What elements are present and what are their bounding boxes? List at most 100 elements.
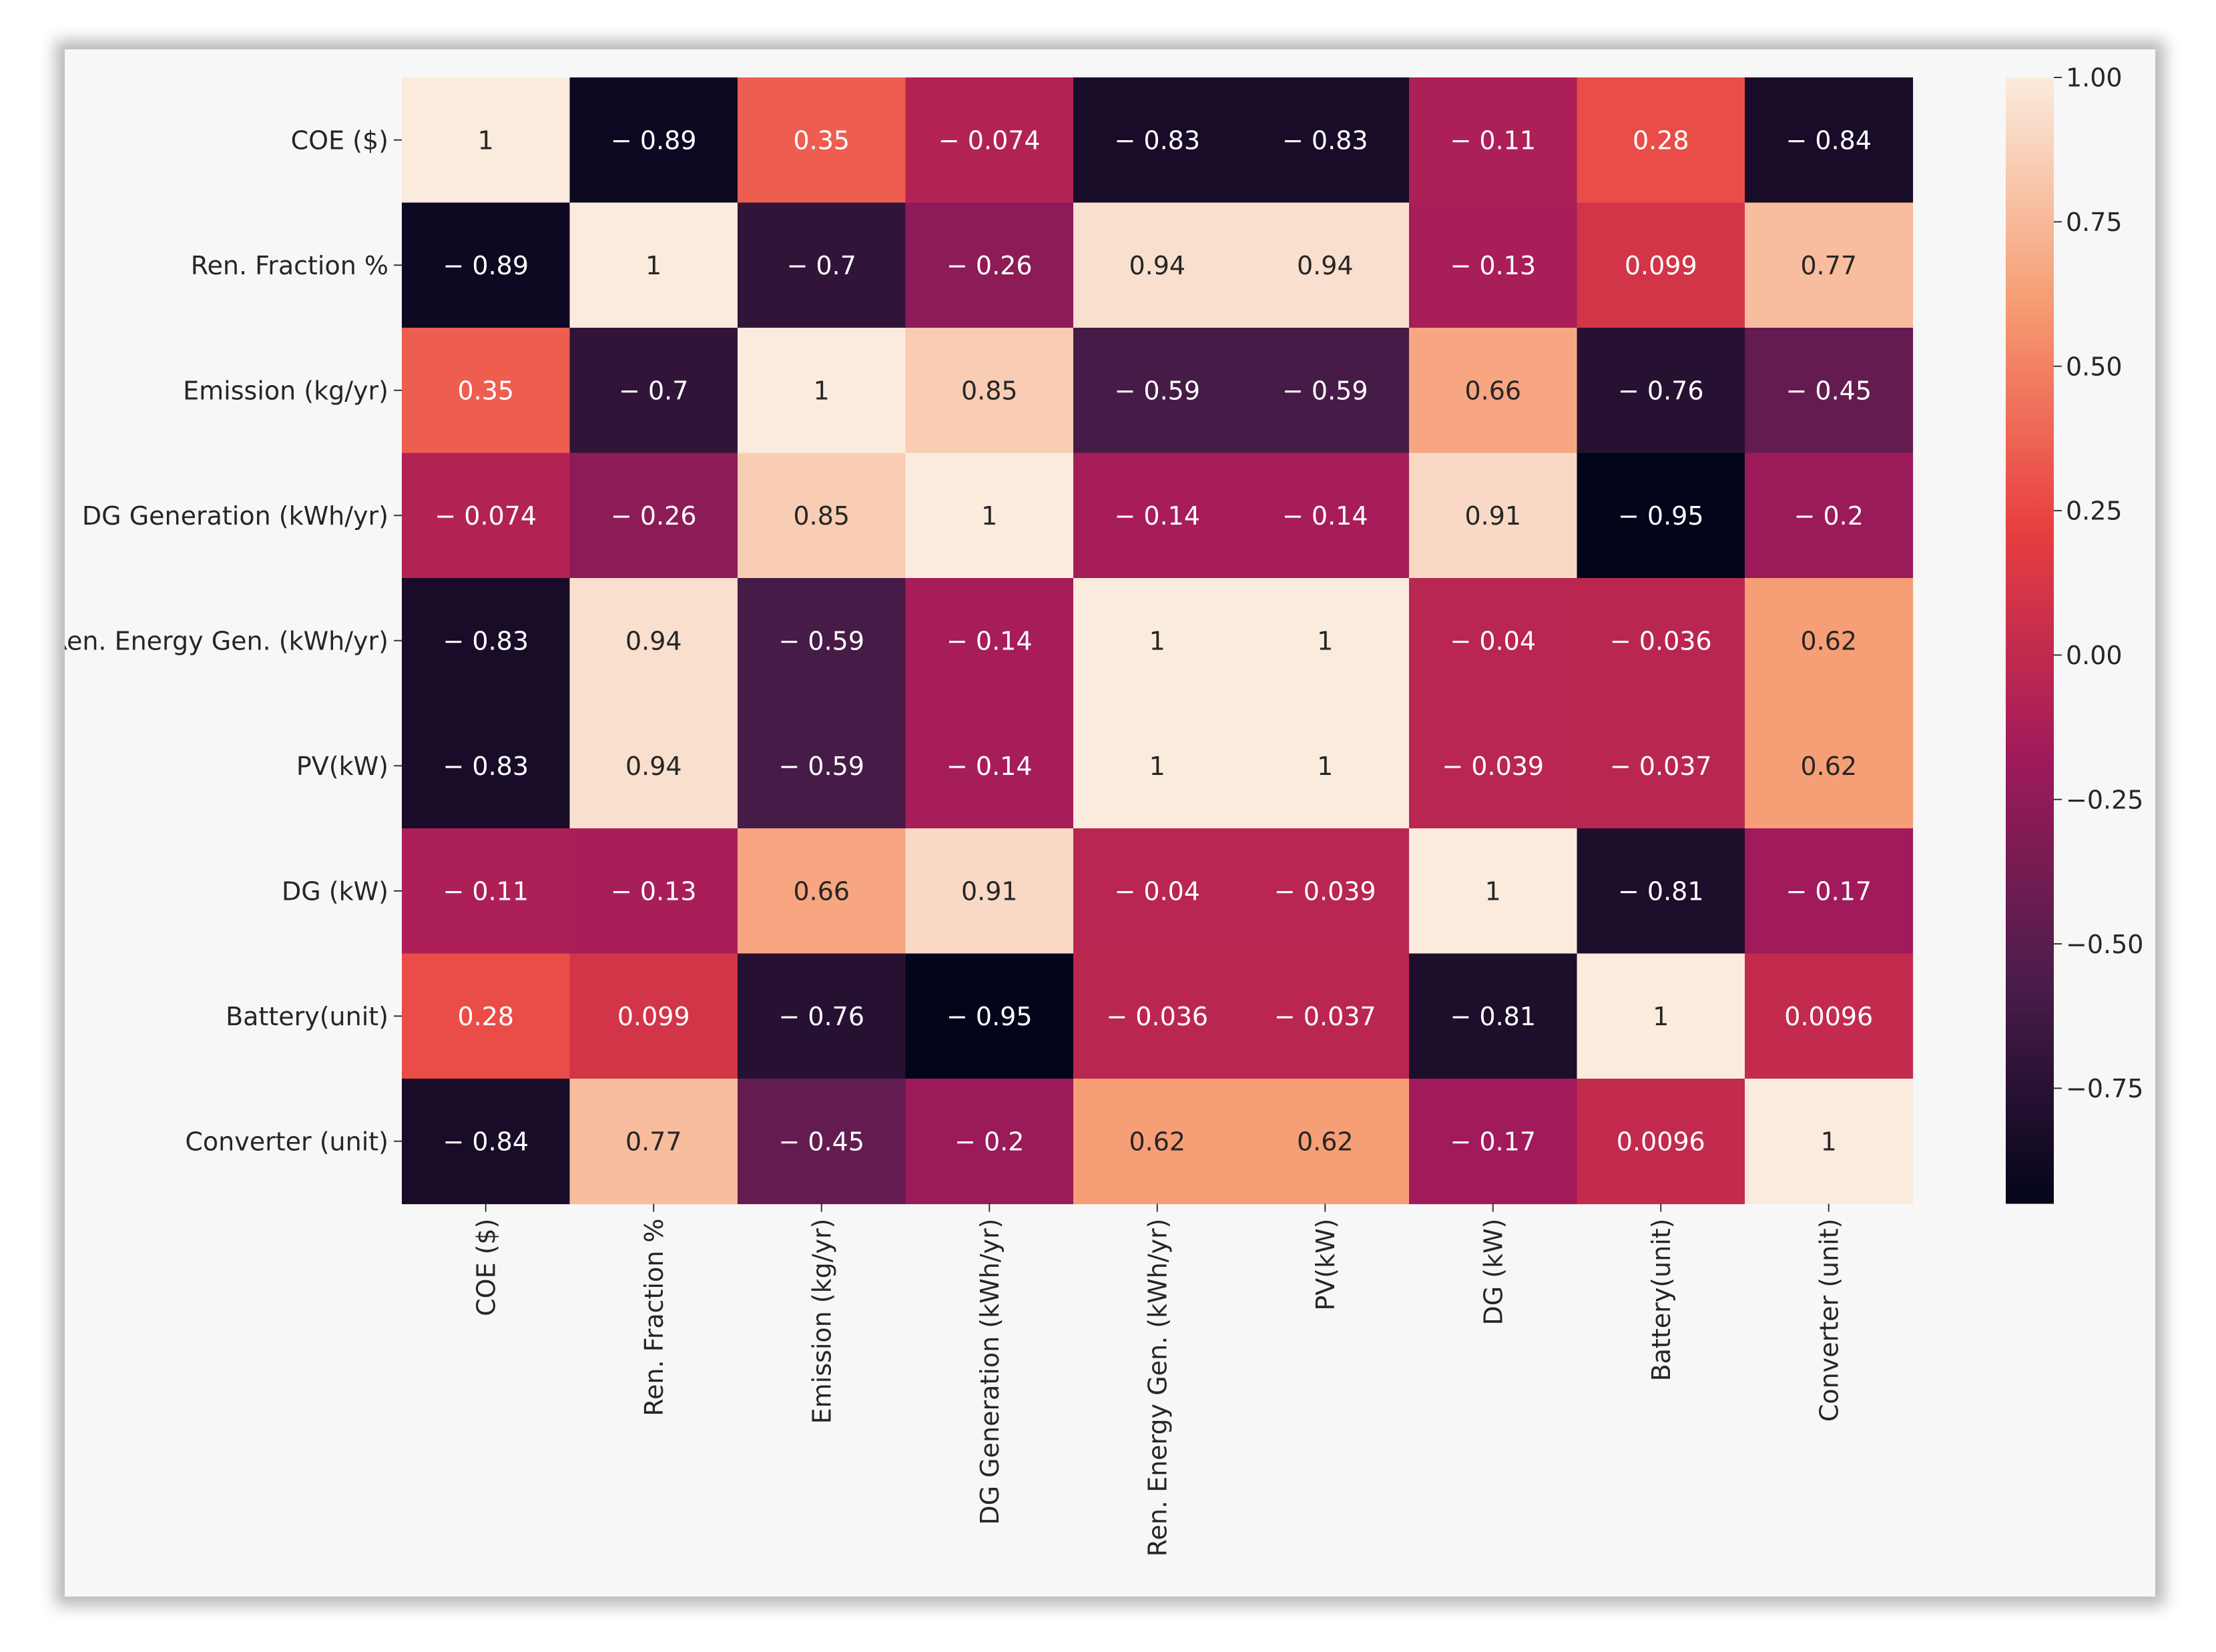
y-tick-label: DG (kW) — [282, 876, 388, 906]
heatmap-cell — [905, 953, 1074, 1079]
x-tick-label: Ren. Energy Gen. (kWh/yr) — [1143, 1219, 1172, 1557]
cell-value-label: 1 — [1653, 1002, 1669, 1031]
heatmap-cell — [1241, 703, 1410, 829]
cell-value-label: 0.66 — [1464, 376, 1521, 405]
heatmap-cell — [738, 77, 906, 204]
heatmap-cell — [1577, 703, 1745, 829]
cell-value-label: 0.35 — [793, 125, 850, 155]
cell-value-label: − 0.04 — [1114, 876, 1200, 906]
heatmap-cell — [1745, 328, 1914, 454]
cell-value-label: − 0.036 — [1106, 1002, 1208, 1031]
cell-value-label: − 0.17 — [1450, 1127, 1536, 1156]
heatmap-cell — [1241, 77, 1410, 204]
cell-value-label: − 0.89 — [611, 125, 697, 155]
x-tick-label: Converter (unit) — [1814, 1219, 1844, 1422]
heatmap-cell — [738, 453, 906, 579]
heatmap-cell — [1745, 202, 1914, 328]
heatmap-cell — [1409, 453, 1578, 579]
cell-value-label: − 0.7 — [787, 251, 856, 280]
heatmap-cell — [1073, 77, 1242, 204]
cell-value-label: − 0.13 — [1450, 251, 1536, 280]
heatmap-cell — [569, 828, 738, 954]
cell-value-label: 0.35 — [457, 376, 514, 405]
cell-value-label: − 0.26 — [946, 251, 1033, 280]
heatmap-cell — [738, 578, 906, 704]
y-tick-label: COE ($) — [291, 125, 388, 155]
x-axis-tick-labels: COE ($) Ren. Fraction % Emission (kg/yr) DG… — [471, 1203, 1844, 1557]
cell-value-label: − 0.13 — [611, 876, 697, 906]
heatmap-cell — [1577, 77, 1745, 204]
cell-value-label: 1 — [1149, 752, 1165, 781]
cell-value-label: 0.0096 — [1784, 1002, 1873, 1031]
heatmap-cell — [1073, 202, 1242, 328]
heatmap-cell — [1745, 953, 1914, 1079]
heatmap-cell — [569, 453, 738, 579]
colorbar-tick-label: −0.75 — [2066, 1074, 2143, 1103]
cell-value-label: − 0.76 — [1618, 376, 1704, 405]
heatmap-cell — [738, 953, 906, 1079]
heatmap-cell — [402, 953, 571, 1079]
cell-value-label: 0.62 — [1129, 1127, 1185, 1156]
cell-value-label: − 0.76 — [778, 1002, 864, 1031]
heatmap-cell — [1073, 703, 1242, 829]
heatmap-cell — [402, 77, 571, 204]
cell-value-label: − 0.039 — [1274, 876, 1376, 906]
cell-value-label: − 0.14 — [1114, 501, 1200, 531]
y-tick-label: DG Generation (kWh/yr) — [82, 501, 388, 531]
cell-value-label: − 0.83 — [443, 626, 529, 655]
cell-value-label: − 0.036 — [1610, 626, 1712, 655]
cell-value-label: 0.099 — [617, 1002, 690, 1031]
colorbar-tick-label: 0.50 — [2066, 352, 2123, 381]
cell-value-label: 1 — [981, 501, 997, 531]
cell-value-label: 1 — [814, 376, 830, 405]
colorbar: 1.00 0.75 0.50 0.25 0.00 −0.25 −0.50 −0.75 — [2006, 63, 2143, 1204]
cell-value-label: 1 — [1149, 626, 1165, 655]
heatmap-cell — [1577, 953, 1745, 1079]
cell-value-label: − 0.11 — [1450, 125, 1536, 155]
heatmap-cell — [569, 703, 738, 829]
heatmap-cell — [402, 1079, 571, 1205]
cell-value-label: 1 — [1485, 876, 1501, 906]
cell-value-label: − 0.59 — [778, 626, 864, 655]
heatmap-chart: 1 − 0.89 0.35 − 0.074 − 0.83 − 0.83 − 0.11 0.28… — [65, 63, 2143, 1557]
cell-value-label: 1 — [1821, 1127, 1837, 1156]
colorbar-tick-label: 1.00 — [2066, 63, 2123, 93]
cell-value-label: − 0.95 — [1618, 501, 1704, 531]
colorbar-tick-label: 0.75 — [2066, 208, 2123, 237]
cell-value-label: 0.77 — [1800, 251, 1857, 280]
cell-value-label: 1 — [1317, 752, 1333, 781]
colorbar-tick-label: 0.00 — [2066, 641, 2123, 670]
heatmap-cell — [1745, 578, 1914, 704]
heatmap-cell — [1745, 453, 1914, 579]
cell-value-label: 1 — [478, 125, 494, 155]
cell-value-label: − 0.59 — [778, 752, 864, 781]
heatmap-cell — [1241, 453, 1410, 579]
cell-value-label: 0.28 — [457, 1002, 514, 1031]
heatmap-cell — [1409, 1079, 1578, 1205]
heatmap-cell — [738, 202, 906, 328]
heatmap-cell — [1409, 828, 1578, 954]
heatmap-cell — [738, 828, 906, 954]
x-tick-label: DG (kW) — [1478, 1219, 1508, 1326]
cell-value-label: − 0.14 — [946, 752, 1033, 781]
y-tick-label: PV(kW) — [296, 752, 388, 781]
heatmap-cell — [738, 1079, 906, 1205]
heatmap-cell — [1577, 328, 1745, 454]
cell-value-label: 0.28 — [1633, 125, 1689, 155]
heatmap-cell — [1073, 1079, 1242, 1205]
heatmap-cell — [402, 453, 571, 579]
cell-value-label: 1 — [1317, 626, 1333, 655]
heatmap-cell — [738, 703, 906, 829]
figure-panel: 1 − 0.89 0.35 − 0.074 − 0.83 − 0.83 − 0.11 0.28… — [65, 49, 2155, 1597]
x-tick-label: Battery(unit) — [1647, 1219, 1676, 1382]
heatmap-cell — [1241, 328, 1410, 454]
heatmap-cell — [905, 1079, 1074, 1205]
x-tick-label: DG Generation (kWh/yr) — [975, 1219, 1005, 1525]
heatmap-cell — [905, 77, 1074, 204]
cell-value-label: − 0.81 — [1450, 1002, 1536, 1031]
cell-value-label: 0.62 — [1800, 626, 1857, 655]
heatmap-cell — [1745, 1079, 1914, 1205]
heatmap-cell — [905, 578, 1074, 704]
cell-value-label: − 0.039 — [1442, 752, 1544, 781]
y-tick-label: Ren. Energy Gen. (kWh/yr) — [65, 626, 388, 655]
